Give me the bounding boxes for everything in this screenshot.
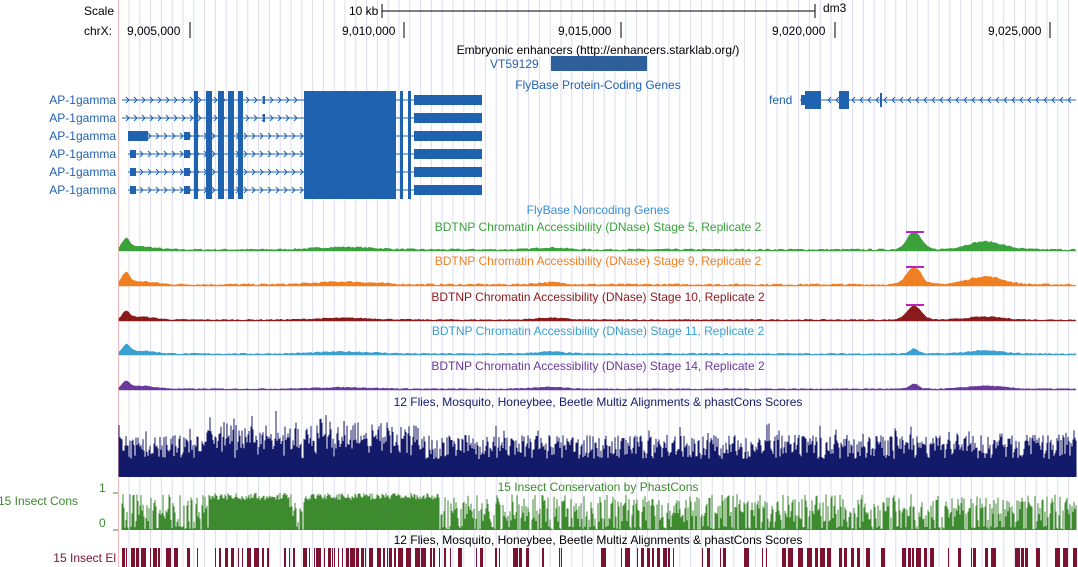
dnase-track-title[interactable]: BDTNP Chromatin Accessibility (DNase) St… xyxy=(434,254,762,268)
gene-model-fend xyxy=(800,91,1076,109)
dnase-track-title[interactable]: BDTNP Chromatin Accessibility (DNase) St… xyxy=(431,290,765,304)
assembly-label: dm3 xyxy=(823,1,847,15)
conserved-elements xyxy=(122,548,1077,567)
dnase-peak-cap xyxy=(906,231,924,233)
dnase-peak-cap xyxy=(906,304,924,306)
gene-label[interactable]: AP-1gamma xyxy=(49,165,116,179)
gene-label[interactable]: AP-1gamma xyxy=(49,111,116,125)
gene-model xyxy=(128,145,482,163)
gene-label[interactable]: AP-1gamma xyxy=(49,147,116,161)
scale-value: 10 kb xyxy=(349,4,379,18)
tick-label: 9,010,000 xyxy=(342,24,396,38)
gene-model xyxy=(128,127,482,145)
tick-label: 9,015,000 xyxy=(558,24,612,38)
left-margin-line xyxy=(118,0,119,567)
protein-coding-track-title[interactable]: FlyBase Protein-Coding Genes xyxy=(515,78,681,92)
phastcons-side-label[interactable]: 15 Insect Cons xyxy=(0,494,78,508)
elements-track-title[interactable]: 12 Flies, Mosquito, Honeybee, Beetle Mul… xyxy=(393,533,803,547)
phastcons-signal xyxy=(113,492,1077,531)
gene-label-fend[interactable]: fend xyxy=(769,93,793,107)
multiz-signal xyxy=(118,411,1077,477)
noncoding-track-title[interactable]: FlyBase Noncoding Genes xyxy=(526,203,670,217)
dnase-signal xyxy=(118,343,1077,356)
tick-label: 9,020,000 xyxy=(772,24,826,38)
dnase-peak-cap xyxy=(906,266,924,268)
gene-label[interactable]: AP-1gamma xyxy=(49,93,116,107)
gene-label[interactable]: AP-1gamma xyxy=(49,129,116,143)
gene-model xyxy=(128,163,482,181)
gene-model xyxy=(122,109,482,127)
dnase-signal xyxy=(118,380,1077,391)
tick-label: 9,025,000 xyxy=(988,24,1042,38)
multiz-track-title[interactable]: 12 Flies, Mosquito, Honeybee, Beetle Mul… xyxy=(393,395,803,409)
gene-model xyxy=(122,91,482,109)
gene-model xyxy=(128,181,482,199)
enhancer-item-label[interactable]: VT59129 xyxy=(490,57,539,71)
scale-label: Scale xyxy=(84,4,115,18)
dnase-track-title[interactable]: BDTNP Chromatin Accessibility (DNase) St… xyxy=(431,324,765,338)
dnase-signal xyxy=(118,231,1077,252)
chrom-label: chrX: xyxy=(84,24,113,38)
dnase-track-title[interactable]: BDTNP Chromatin Accessibility (DNase) St… xyxy=(434,220,762,234)
enhancers-track-title[interactable]: Embryonic enhancers (http://enhancers.st… xyxy=(456,43,740,57)
elements-side-label[interactable]: 15 Insect El xyxy=(53,551,116,565)
dnase-signal xyxy=(118,305,1077,322)
tick-label: 9,005,000 xyxy=(127,24,181,38)
phastcons-track-title[interactable]: 15 Insect Conservation by PhastCons xyxy=(497,480,699,494)
phastcons-axis-max: 1 xyxy=(99,481,106,495)
ruler xyxy=(189,4,1051,38)
gene-label[interactable]: AP-1gamma xyxy=(49,183,116,197)
dnase-signal xyxy=(118,267,1077,287)
dnase-track-title[interactable]: BDTNP Chromatin Accessibility (DNase) St… xyxy=(431,359,765,373)
enhancer-feature[interactable] xyxy=(551,56,647,71)
phastcons-axis-min: 0 xyxy=(99,516,106,530)
